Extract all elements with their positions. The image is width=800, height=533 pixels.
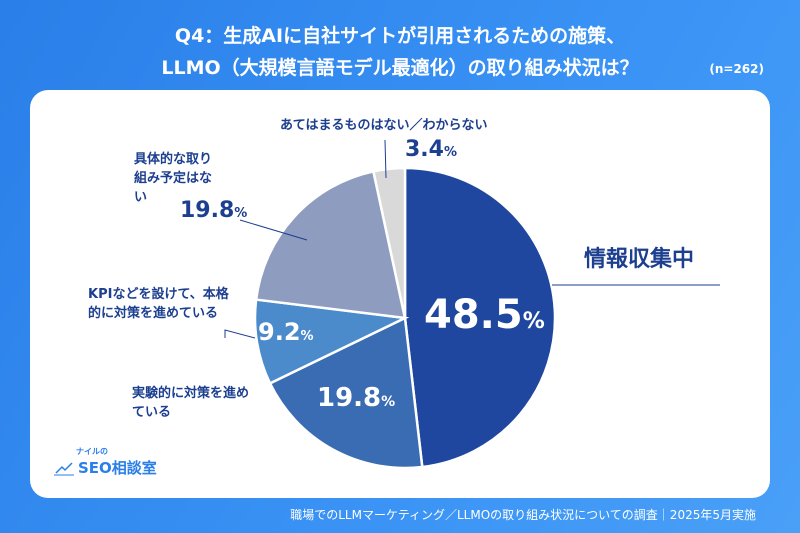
logo-text: SEO相談室	[78, 459, 157, 477]
sample-size: (n=262)	[709, 62, 764, 76]
value-label-4: 3.4%	[405, 137, 458, 162]
label-none: あてはまるものはない／わからない	[280, 118, 488, 133]
pie-slice-4	[371, 166, 407, 319]
pie-slice-3	[254, 169, 407, 320]
logo-small: ナイルの	[76, 447, 108, 456]
logo: ナイルの SEO相談室	[54, 446, 157, 478]
trend-icon	[54, 461, 74, 475]
pie-slice-1	[268, 316, 424, 470]
label-info-gathering: 情報収集中	[584, 247, 695, 272]
footer-note: 職場でのLLMマーケティング／LLMOの取り組み状況についての調査｜2025年5…	[290, 508, 756, 522]
label-full-scale: KPIなどを設けて、本格的に対策を進めている	[88, 287, 229, 321]
value-label-3: 19.8%	[180, 198, 248, 223]
leader-line-1	[224, 329, 256, 339]
title-line-2: LLMO（大規模言語モデル最適化）の取り組み状況は？	[161, 57, 639, 79]
pie-slice-0	[403, 166, 557, 469]
title-line-1: Q4：生成AIに自社サイトが引用されるための施策、	[174, 25, 626, 47]
leader-line-2	[239, 219, 308, 241]
value-label-2: 9.2%	[258, 318, 314, 346]
leader-line-3	[384, 139, 387, 179]
label-no-plan: 具体的な取り組み予定はない	[134, 152, 213, 205]
value-label-1: 19.8%	[317, 383, 396, 413]
chart-title: Q4：生成AIに自社サイトが引用されるための施策、 LLMO（大規模言語モデル最…	[0, 20, 800, 84]
label-experimental: 実験的に対策を進めている	[132, 386, 250, 420]
pie-slice-2	[253, 298, 410, 386]
value-label-0: 48.5%	[424, 292, 545, 338]
